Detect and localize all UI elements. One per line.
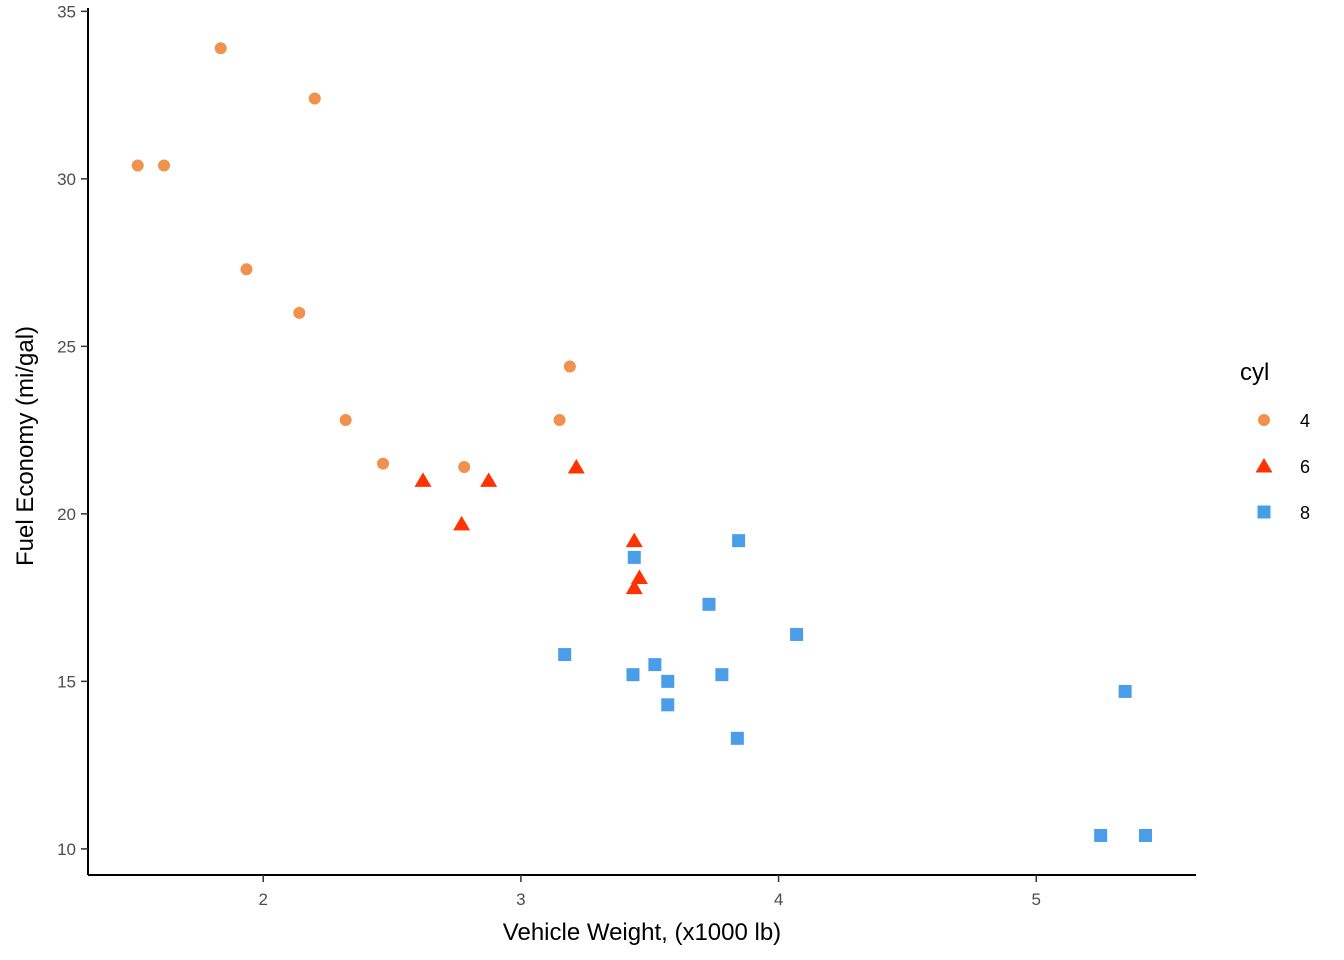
point-cyl-6 (625, 579, 643, 595)
x-tick-label: 2 (258, 890, 267, 909)
legend-label-cyl-6: 6 (1300, 457, 1310, 477)
point-cyl-4 (377, 457, 390, 470)
point-cyl-8 (1138, 828, 1152, 842)
point-cyl-6 (414, 472, 432, 487)
y-tick-label: 20 (57, 505, 76, 524)
point-cyl-8 (1094, 828, 1108, 842)
legend-label-cyl-8: 8 (1300, 503, 1310, 523)
point-cyl-4 (158, 159, 171, 172)
y-tick-label: 30 (57, 170, 76, 189)
point-cyl-8 (627, 550, 641, 564)
data-points (131, 42, 1152, 842)
x-tick-label: 5 (1032, 890, 1041, 909)
point-cyl-6 (630, 569, 648, 585)
point-cyl-4 (214, 42, 227, 55)
axes: 2 3 4 5 10 15 20 25 30 35 (57, 2, 1196, 909)
legend-key-cyl-8 (1257, 505, 1271, 519)
x-axis-title: Vehicle Weight, (x1000 lb) (503, 919, 781, 946)
y-tick-label: 35 (57, 2, 76, 21)
point-cyl-8 (648, 658, 662, 672)
point-cyl-8 (730, 731, 744, 745)
point-cyl-4 (553, 414, 566, 427)
point-cyl-4 (458, 460, 471, 473)
point-cyl-6 (625, 532, 643, 548)
point-cyl-6 (567, 458, 585, 474)
point-cyl-4 (339, 414, 352, 427)
point-cyl-8 (1118, 684, 1132, 698)
y-tick-label: 15 (57, 672, 76, 691)
point-cyl-8 (661, 698, 675, 712)
point-cyl-8 (558, 648, 572, 662)
point-cyl-8 (626, 668, 640, 682)
x-tick-label: 4 (774, 890, 783, 909)
legend-key-cyl-6 (1255, 458, 1273, 473)
legend: cyl 4 6 8 (1240, 359, 1310, 523)
x-tick-label: 3 (516, 890, 525, 909)
legend-title: cyl (1240, 359, 1269, 386)
point-cyl-8 (702, 597, 716, 611)
point-cyl-8 (790, 627, 804, 641)
point-cyl-4 (240, 263, 253, 276)
point-cyl-8 (661, 674, 675, 688)
y-tick-label: 10 (57, 840, 76, 859)
y-axis-title: Fuel Economy (mi/gal) (12, 326, 39, 566)
legend-key-cyl-4 (1258, 414, 1270, 426)
point-cyl-4 (293, 306, 306, 319)
point-cyl-8 (715, 668, 729, 682)
point-cyl-4 (131, 159, 144, 172)
legend-label-cyl-4: 4 (1300, 411, 1310, 431)
point-cyl-8 (732, 534, 746, 548)
point-cyl-6 (480, 472, 498, 487)
y-tick-label: 25 (57, 337, 76, 356)
point-cyl-4 (563, 360, 576, 373)
point-cyl-6 (453, 515, 471, 531)
point-cyl-4 (308, 92, 321, 105)
